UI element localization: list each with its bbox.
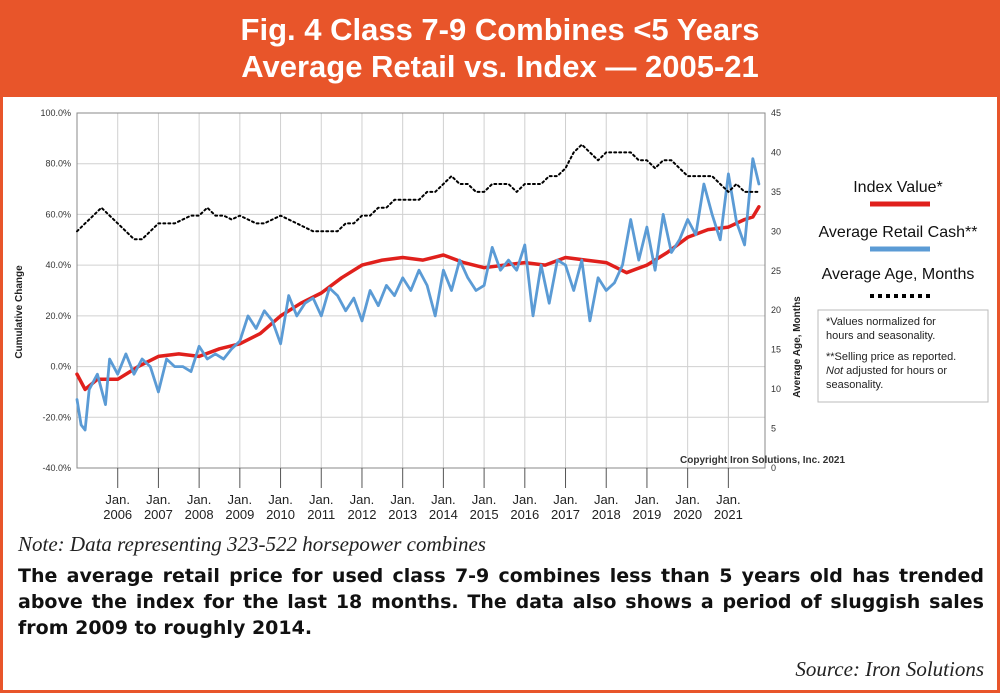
y-tick-label: -40.0%	[42, 463, 71, 473]
series-average-retail-line	[75, 157, 761, 432]
legend-label-age: Average Age, Months	[822, 266, 975, 283]
x-tick-label-year: 2014	[429, 507, 458, 522]
y2-tick-label: 20	[771, 305, 781, 315]
y-tick-label: 80.0%	[45, 159, 71, 169]
footnote-not: Not	[826, 365, 844, 377]
y2-tick-label: 25	[771, 266, 781, 276]
copyright-label: Copyright Iron Solutions, Inc. 2021	[680, 455, 845, 466]
y2-tick-label: 30	[771, 226, 781, 236]
footnote-adjusted: adjusted for hours or	[843, 365, 947, 377]
y2-tick-label: 35	[771, 187, 781, 197]
x-tick-label-month: Jan.	[716, 492, 741, 507]
footnote-line-1: *Values normalized for	[826, 316, 936, 328]
x-tick-label-year: 2018	[592, 507, 621, 522]
x-tick-label-year: 2013	[388, 507, 417, 522]
footnote-border	[817, 309, 989, 403]
footnote-line-4: Not adjusted for hours or	[826, 365, 947, 377]
series-index-value-line	[75, 205, 761, 392]
footnote-box: *Values normalized for hours and seasona…	[817, 309, 989, 403]
series-lines	[75, 143, 761, 432]
x-tick-label-year: 2017	[551, 507, 580, 522]
x-tick-label-year: 2021	[714, 507, 743, 522]
legend: Index Value* Average Retail Cash** Avera…	[819, 179, 978, 298]
description-text: The average retail price for used class …	[18, 565, 984, 639]
x-tick-label-year: 2011	[307, 507, 335, 522]
x-tick-label-month: Jan.	[553, 492, 578, 507]
y-tick-label: -20.0%	[42, 412, 71, 422]
series-average-age-line	[76, 143, 760, 241]
y2-tick-label: 15	[771, 345, 781, 355]
y2-tick-label: 5	[771, 424, 776, 434]
x-tick-label-month: Jan.	[268, 492, 293, 507]
x-tick-label-month: Jan.	[228, 492, 253, 507]
figure-title-line1: Fig. 4 Class 7-9 Combines <5 Years	[240, 12, 760, 47]
gridlines	[77, 112, 765, 469]
y2-tick-label: 40	[771, 147, 781, 157]
x-tick-label-year: 2019	[632, 507, 661, 522]
y-tick-label: 40.0%	[45, 260, 71, 270]
x-tick-label-month: Jan.	[431, 492, 456, 507]
legend-label-retail: Average Retail Cash**	[819, 224, 978, 241]
x-tick-label-year: 2007	[144, 507, 173, 522]
y-axis-label: Cumulative Change	[14, 265, 25, 359]
y-tick-label: 0.0%	[50, 362, 71, 372]
x-tick-label-year: 2009	[225, 507, 254, 522]
x-tick-label-year: 2012	[348, 507, 377, 522]
x-tick-label-month: Jan.	[187, 492, 212, 507]
x-tick-label-month: Jan.	[513, 492, 538, 507]
footnote-line-3: **Selling price as reported.	[826, 351, 956, 363]
x-tick-label-year: 2020	[673, 507, 702, 522]
figure-title-line2: Average Retail vs. Index — 2005-21	[241, 49, 759, 84]
y-tick-label: 20.0%	[45, 311, 71, 321]
note-text: Note: Data representing 323-522 horsepow…	[18, 532, 486, 556]
plot-frame	[76, 112, 766, 469]
y2-tick-label: 10	[771, 384, 781, 394]
x-tick-label-month: Jan.	[105, 492, 130, 507]
x-tick-label-year: 2010	[266, 507, 295, 522]
x-tick-label-month: Jan.	[675, 492, 700, 507]
x-tick-label-year: 2015	[470, 507, 499, 522]
x-tick-label-month: Jan.	[472, 492, 497, 507]
axes: 100.0% 80.0% 60.0% 40.0% 20.0% 0.0% -20.0% -40.…	[40, 108, 781, 522]
x-tick-label-month: Jan.	[390, 492, 415, 507]
x-tick-label-month: Jan.	[350, 492, 375, 507]
x-tick-label-month: Jan.	[146, 492, 171, 507]
x-tick-label-year: 2008	[185, 507, 214, 522]
y2-axis-label: Average Age, Months	[792, 296, 803, 398]
x-tick-label-month: Jan.	[594, 492, 619, 507]
legend-label-index: Index Value*	[853, 179, 943, 196]
y2-tick-label: 45	[771, 108, 781, 118]
x-tick-label-year: 2006	[103, 507, 132, 522]
footnote-line-2: hours and seasonality.	[826, 330, 935, 342]
y2-tick-label: 0	[771, 463, 776, 473]
y-tick-label: 100.0%	[40, 108, 71, 118]
source-credit: Source: Iron Solutions	[795, 657, 984, 681]
footnote-line-5: seasonality.	[826, 379, 883, 391]
x-tick-label-month: Jan.	[635, 492, 660, 507]
x-tick-label-year: 2016	[510, 507, 539, 522]
y-tick-label: 60.0%	[45, 209, 71, 219]
figure-header: Fig. 4 Class 7-9 Combines <5 Years Avera…	[0, 0, 1000, 97]
x-tick-label-month: Jan.	[309, 492, 334, 507]
chart-svg: 100.0% 80.0% 60.0% 40.0% 20.0% 0.0% -20.0% -40.…	[14, 108, 989, 522]
